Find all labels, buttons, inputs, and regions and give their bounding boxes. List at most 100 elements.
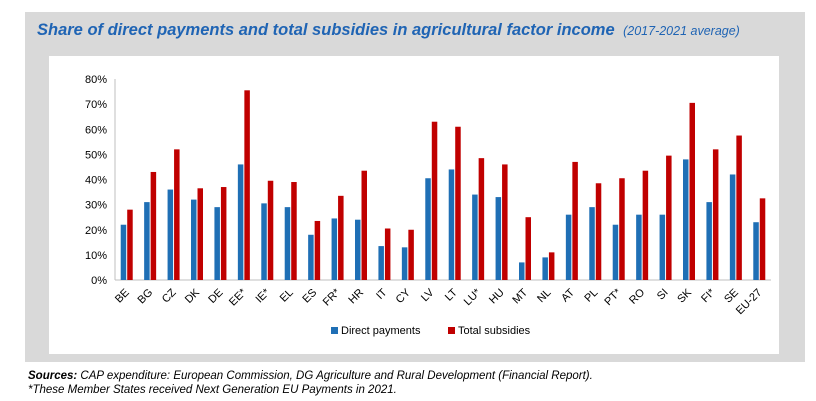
x-tick-label: MT	[510, 286, 530, 306]
chart-area: 0% 10% 20% 30% 40% 50% 60% 70% 80% BE BG CZ DK DE EE* I…	[49, 56, 779, 354]
total-subsidies-bar	[502, 164, 508, 280]
direct-payments-bar	[308, 234, 314, 280]
bar-chart: 0% 10% 20% 30% 40% 50% 60% 70% 80% BE BG CZ DK DE EE* I…	[85, 74, 771, 337]
direct-payments-bar	[355, 219, 361, 280]
total-subsidies-bar	[712, 149, 719, 280]
total-subsidies-bar	[642, 170, 649, 280]
y-tick-label: 60%	[85, 124, 107, 136]
direct-payments-bar	[261, 203, 267, 280]
direct-payments-bar	[706, 202, 712, 280]
x-tick-label: PL	[582, 287, 600, 305]
x-tick-label: LU*	[462, 286, 484, 308]
x-tick-label: PT*	[602, 286, 624, 308]
direct-payments-bar	[636, 214, 642, 280]
x-tick-label: EE*	[227, 286, 249, 308]
chart-panel: Share of direct payments and total subsi…	[25, 12, 805, 362]
direct-payments-bar	[612, 224, 619, 280]
direct-payments-bar	[214, 207, 220, 280]
total-subsidies-bar	[572, 161, 578, 280]
direct-payments-bar	[472, 194, 478, 280]
direct-payments-bar	[683, 159, 689, 280]
total-subsidies-bar	[431, 121, 438, 281]
sources-label: Sources:	[28, 370, 78, 382]
total-subsidies-bar	[314, 220, 321, 280]
x-tick-label: RO	[627, 286, 647, 306]
x-tick-label: SK	[675, 286, 694, 305]
direct-payments-bar	[589, 207, 595, 280]
x-tick-label: BG	[136, 287, 156, 307]
direct-payments-bar	[284, 207, 291, 280]
total-subsidies-bar	[220, 187, 227, 280]
chart-title: Share of direct payments and total subsi…	[37, 21, 615, 39]
x-tick-label: CY	[394, 286, 414, 306]
direct-payments-bar	[519, 262, 525, 280]
sources-text: CAP expenditure: European Commission, DG…	[80, 370, 593, 382]
y-tick-label: 30%	[85, 200, 107, 212]
total-subsidies-bar	[666, 155, 672, 280]
x-tick-label: BE	[113, 287, 132, 306]
direct-payments-bar	[237, 164, 244, 280]
direct-payments-bar	[659, 214, 666, 280]
total-subsidies-bar	[689, 102, 695, 281]
direct-payments-bar	[542, 257, 548, 280]
y-tick-label: 50%	[85, 149, 107, 161]
direct-payments-bar	[167, 189, 174, 280]
y-tick-label: 10%	[85, 250, 107, 262]
total-subsidies-bar	[127, 209, 133, 280]
direct-payments-bar	[425, 178, 431, 280]
x-tick-label: DK	[183, 286, 203, 306]
direct-payments-bar	[378, 246, 384, 280]
x-tick-label: SE	[722, 287, 741, 306]
direct-payments-bar	[144, 202, 150, 280]
direct-payments-bar	[331, 218, 338, 280]
x-tick-label: HR	[346, 287, 366, 307]
legend-label-direct: Direct payments	[341, 325, 421, 337]
x-tick-label: LT	[443, 286, 460, 303]
legend-swatch-total	[448, 327, 455, 334]
footnote: *These Member States received Next Gener…	[28, 384, 397, 396]
total-subsidies-bar	[361, 170, 367, 280]
direct-payments-bar	[729, 174, 736, 280]
total-subsidies-bar	[150, 171, 157, 280]
total-subsidies-bar	[408, 229, 414, 280]
total-subsidies-bar	[736, 135, 742, 280]
x-tick-label: EU-27	[734, 287, 765, 318]
total-subsidies-bar	[267, 180, 274, 280]
total-subsidies-bar	[619, 178, 625, 280]
x-tick-label: NL	[535, 287, 553, 305]
y-tick-label: 40%	[85, 175, 107, 187]
x-tick-label: AT	[559, 286, 577, 304]
x-tick-label: CZ	[160, 286, 179, 305]
direct-payments-bar	[565, 214, 572, 280]
chart-title-block: Share of direct payments and total subsi…	[37, 21, 740, 40]
total-subsidies-bar	[174, 149, 180, 280]
direct-payments-bar	[448, 169, 455, 280]
total-subsidies-bar	[595, 183, 602, 280]
direct-payments-bar	[191, 199, 197, 280]
x-tick-label: EL	[278, 287, 296, 305]
direct-payments-bar	[401, 247, 408, 280]
direct-payments-bar	[120, 224, 127, 280]
y-tick-label: 70%	[85, 99, 107, 111]
sources-note: Sources: CAP expenditure: European Commi…	[28, 369, 593, 397]
x-tick-label: LV	[419, 286, 437, 304]
total-subsidies-bar	[244, 90, 250, 281]
x-tick-label: FI*	[699, 286, 718, 305]
chart-subtitle: (2017-2021 average)	[623, 24, 740, 38]
total-subsidies-bar	[384, 228, 391, 280]
direct-payments-bar	[495, 197, 502, 280]
total-subsidies-bar	[525, 217, 531, 280]
y-tick-label: 20%	[85, 225, 107, 237]
total-subsidies-bar	[548, 252, 555, 280]
total-subsidies-bar	[478, 158, 485, 280]
direct-payments-bar	[753, 222, 759, 280]
x-tick-label: SI	[655, 287, 671, 303]
x-tick-label: HU	[487, 287, 507, 307]
x-tick-label: IT	[374, 286, 390, 302]
y-tick-label: 0%	[91, 275, 107, 287]
total-subsidies-bar	[291, 182, 297, 280]
legend-label-total: Total subsidies	[458, 325, 531, 337]
legend-swatch-direct	[331, 327, 338, 334]
total-subsidies-bar	[759, 198, 766, 280]
x-tick-label: FR*	[321, 286, 343, 308]
